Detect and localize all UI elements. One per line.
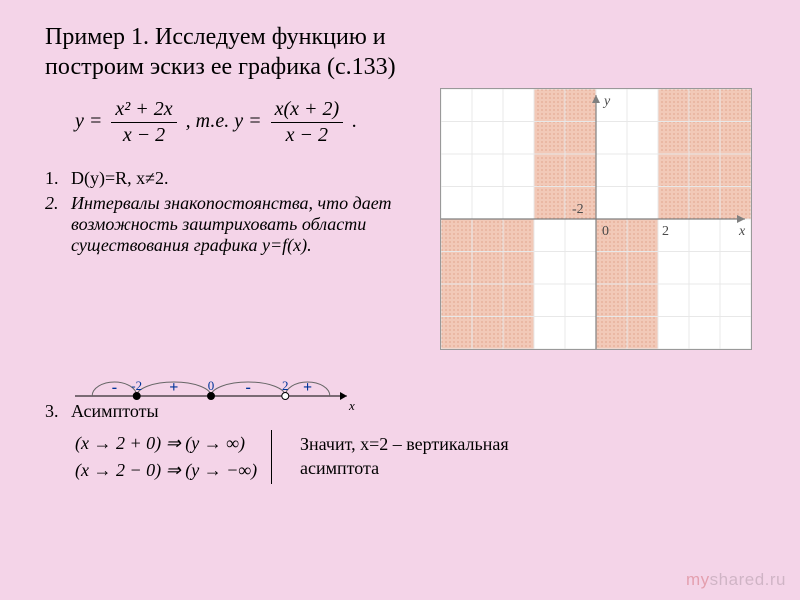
svg-text:-2: -2 [131, 378, 142, 393]
frac2-den: x − 2 [271, 123, 344, 147]
list-item-text-1: D(y)=R, x≠2. [71, 168, 425, 189]
watermark-left: my [686, 570, 710, 589]
limit-expressions: (x → 2 + 0) ⇒ (y → ∞) (x → 2 − 0) ⇒ (y →… [75, 430, 272, 484]
watermark: myshared.ru [686, 570, 786, 590]
main-formula: y = x² + 2x x − 2 , т.е. y = x(x + 2) x … [75, 98, 357, 147]
list-item-num-1: 1. [45, 168, 71, 189]
frac2-num: x(x + 2) [271, 98, 344, 123]
list-item-num-2: 2. [45, 193, 71, 256]
asymptote-conclusion: Значит, x=2 – вертикальная асимптота [300, 432, 580, 481]
formula-lhs: y = [75, 110, 102, 132]
svg-text:x: x [348, 398, 355, 413]
formula-mid: , т.е. y = [186, 110, 262, 132]
svg-text:2: 2 [662, 224, 669, 239]
list-item-text-2: Интервалы знакопостоянства, что дает воз… [71, 193, 425, 256]
svg-text:-2: -2 [572, 202, 584, 217]
svg-text:+: + [303, 379, 312, 396]
formula-tail: . [352, 110, 357, 132]
svg-text:y: y [602, 94, 611, 109]
svg-text:2: 2 [282, 378, 289, 393]
page-title: Пример 1. Исследуем функцию и построим э… [45, 22, 475, 82]
sign-region-chart: y x 0 2 -2 [440, 88, 752, 350]
svg-text:-: - [112, 379, 117, 396]
svg-text:+: + [169, 379, 178, 396]
frac1-den: x − 2 [111, 123, 176, 147]
watermark-right: shared.ru [710, 570, 786, 589]
svg-text:0: 0 [208, 378, 215, 393]
frac1-num: x² + 2x [111, 98, 176, 123]
limit-line-2: (x → 2 − 0) ⇒ (y → −∞) [75, 457, 257, 484]
svg-text:0: 0 [602, 224, 609, 239]
sign-number-line: x - + - + -2 0 2 [75, 370, 355, 410]
svg-text:-: - [245, 379, 250, 396]
limit-line-1: (x → 2 + 0) ⇒ (y → ∞) [75, 430, 257, 457]
list-item-num-3: 3. [45, 401, 71, 422]
svg-text:x: x [738, 224, 746, 239]
